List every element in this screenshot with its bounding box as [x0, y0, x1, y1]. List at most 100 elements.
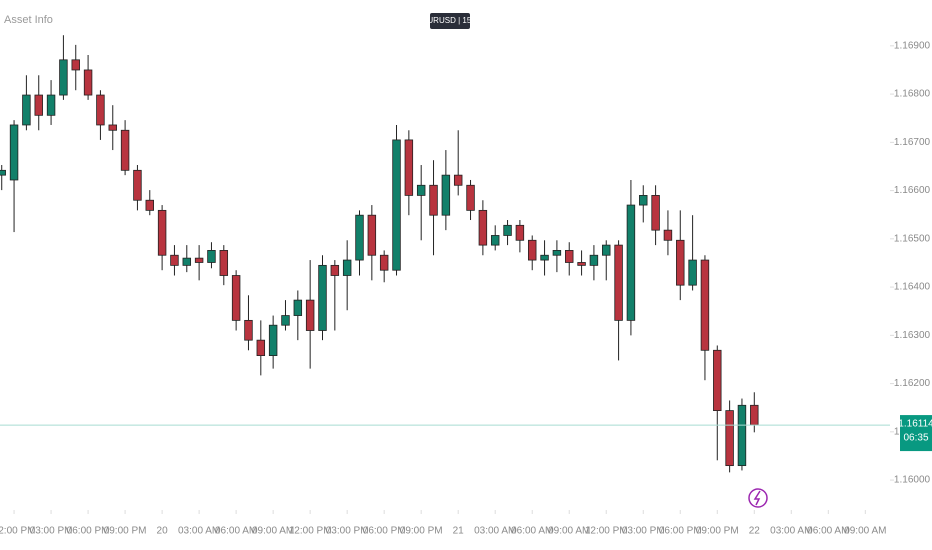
candle-body — [602, 244, 611, 256]
candle-body — [416, 184, 426, 196]
candle-body — [207, 250, 216, 263]
candle-body — [639, 195, 648, 206]
x-tick-label: 09:00 AM — [548, 526, 590, 537]
candle-body — [453, 174, 463, 186]
candle-body — [614, 244, 623, 321]
last-price-label: 1.16114 — [898, 419, 932, 430]
candle-body — [46, 94, 56, 116]
x-tick-label: 09:00 AM — [844, 526, 886, 537]
candle-body — [342, 259, 352, 276]
symbol-badge — [430, 13, 470, 29]
candle-body — [676, 239, 685, 286]
y-tick-label: 1.16900 — [894, 40, 931, 51]
candle-body — [59, 59, 68, 96]
candle-body — [244, 319, 253, 341]
x-tick-label: 06:00 AM — [215, 526, 257, 537]
candle-body — [663, 229, 673, 241]
candle-body — [367, 214, 377, 256]
x-tick-label: 03:00 AM — [474, 526, 516, 537]
candle-body — [700, 259, 710, 351]
candle-body — [170, 254, 179, 266]
x-tick-label: 06:00 PM — [67, 526, 110, 537]
symbol-label: EURUSD | 15m — [422, 16, 478, 25]
candle-body — [466, 184, 475, 211]
candle-body — [9, 124, 19, 181]
candle-body — [145, 199, 154, 211]
y-tick-label: 1.16600 — [894, 185, 931, 196]
asset-info-title: Asset Info — [4, 14, 53, 26]
candle-body — [404, 139, 414, 196]
x-tick-label: 09:00 AM — [252, 526, 294, 537]
candle-body — [157, 209, 167, 256]
candle-body — [330, 264, 340, 276]
candle-body — [34, 94, 43, 116]
candle-body — [429, 184, 438, 216]
candle-body — [293, 299, 303, 316]
candle-body — [713, 349, 722, 412]
candle-body — [281, 315, 290, 326]
candle-body — [688, 259, 697, 286]
candle-body — [22, 94, 31, 126]
x-tick-label: 20 — [157, 526, 169, 537]
x-tick-label: 03:00 AM — [770, 526, 812, 537]
candle-body — [565, 250, 574, 263]
x-tick-label: 06:00 PM — [363, 526, 406, 537]
y-tick-label: 1.16700 — [894, 137, 931, 148]
countdown-label: 06:35 — [903, 433, 928, 444]
candle-body — [231, 275, 241, 321]
candle-body — [133, 169, 142, 201]
x-tick-label: 03:00 PM — [622, 526, 665, 537]
x-tick-label: 12:00 PM — [289, 526, 332, 537]
candle-body — [379, 254, 389, 271]
candle-body — [441, 174, 451, 216]
x-tick-label: 09:00 PM — [400, 526, 443, 537]
candle-body — [318, 264, 327, 331]
x-tick-label: 12:00 PM — [0, 526, 35, 537]
candle-body — [305, 299, 315, 331]
candle-body — [527, 239, 537, 261]
candle-body — [515, 224, 525, 241]
candle-body — [194, 257, 204, 263]
x-tick-label: 03:00 PM — [326, 526, 369, 537]
y-tick-label: 1.16300 — [894, 330, 931, 341]
candle-body — [540, 254, 549, 261]
x-tick-label: 06:00 AM — [511, 526, 553, 537]
candle-body — [0, 169, 6, 176]
candle-body — [589, 254, 599, 266]
candle-body — [96, 94, 105, 126]
candle-body — [737, 404, 747, 467]
y-tick-label: 1.16800 — [894, 89, 931, 100]
candle-body — [71, 59, 80, 71]
x-tick-label: 03:00 AM — [178, 526, 220, 537]
x-tick-label: 22 — [749, 526, 761, 537]
candle-body — [651, 195, 660, 231]
y-tick-label: 1.16400 — [894, 282, 931, 293]
candle-body — [503, 224, 512, 236]
x-tick-label: 21 — [453, 526, 465, 537]
x-tick-label: 06:00 PM — [659, 526, 702, 537]
candle-body — [355, 214, 364, 261]
candle-body — [392, 139, 401, 271]
x-tick-label: 09:00 PM — [104, 526, 147, 537]
y-tick-label: 1.16500 — [894, 233, 931, 244]
event-icon — [748, 488, 768, 508]
x-tick-label: 06:00 AM — [807, 526, 849, 537]
candle-body — [219, 250, 229, 276]
candle-body — [120, 129, 130, 171]
last-price-box — [900, 415, 932, 452]
y-tick-label: 1.16200 — [894, 378, 931, 389]
candle-body — [478, 209, 488, 246]
candle-body — [83, 69, 93, 96]
x-tick-label: 03:00 PM — [30, 526, 73, 537]
candle-body — [108, 124, 117, 131]
candle-body — [626, 204, 636, 321]
candle-body — [577, 262, 586, 266]
candle-body — [725, 410, 734, 467]
y-tick-label: 1.16000 — [894, 475, 931, 486]
x-tick-label: 09:00 PM — [696, 526, 739, 537]
candle-body — [268, 324, 278, 357]
candle-body — [490, 235, 500, 246]
candle-body — [552, 250, 562, 256]
